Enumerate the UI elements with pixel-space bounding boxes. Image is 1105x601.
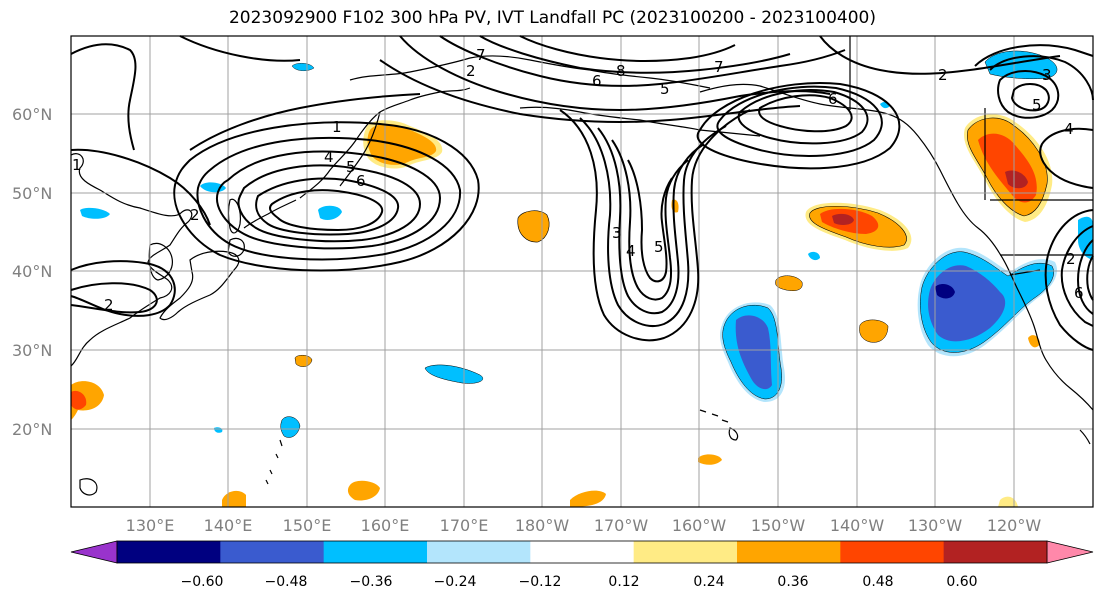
lon-label: 170°E bbox=[440, 516, 489, 535]
colorbar-label: −0.24 bbox=[434, 574, 477, 590]
lat-label: 20°N bbox=[12, 420, 52, 439]
colorbar-segment bbox=[117, 541, 221, 563]
colorbar-segment bbox=[427, 541, 531, 563]
lon-label: 150°E bbox=[283, 516, 332, 535]
lon-label: 180°W bbox=[515, 516, 570, 535]
contour-label: 6 bbox=[828, 90, 838, 108]
contour-label: 1 bbox=[72, 156, 82, 174]
lon-label: 160°W bbox=[672, 516, 727, 535]
contour-label: 5 bbox=[1032, 96, 1042, 114]
colorbar-segment bbox=[530, 541, 635, 563]
contour-label: 4 bbox=[1064, 120, 1074, 138]
colorbar-label: 0.36 bbox=[777, 574, 808, 590]
colorbar-extend-max bbox=[1046, 540, 1094, 564]
colorbar-label: −0.48 bbox=[265, 574, 308, 590]
colorbar-label: −0.12 bbox=[519, 574, 562, 590]
contour-label: 2 bbox=[466, 62, 476, 80]
contour-label: 7 bbox=[714, 58, 724, 76]
pv-contours bbox=[70, 35, 1094, 351]
colorbar-segment bbox=[943, 541, 1048, 563]
lon-label: 160°E bbox=[361, 516, 410, 535]
colorbar-frame bbox=[116, 540, 1048, 564]
lon-label: 140°E bbox=[204, 516, 253, 535]
contour-label: 5 bbox=[346, 158, 356, 176]
colorbar-label: 0.12 bbox=[608, 574, 639, 590]
shading-layer bbox=[71, 50, 1093, 507]
colorbar-segment bbox=[220, 541, 325, 563]
longitude-labels: 130°E 140°E 150°E 160°E 170°E 180°W 170°… bbox=[126, 516, 1042, 535]
lat-label: 50°N bbox=[12, 184, 52, 203]
lat-label: 30°N bbox=[12, 341, 52, 360]
lon-label: 170°W bbox=[594, 516, 649, 535]
contour-label: 3 bbox=[612, 224, 622, 242]
contour-label: 2 bbox=[190, 206, 200, 224]
contour-label: 3 bbox=[1042, 66, 1052, 84]
contour-label: 4 bbox=[324, 148, 334, 166]
colorbar-label: 0.24 bbox=[693, 574, 724, 590]
colorbar-label: 0.48 bbox=[862, 574, 893, 590]
colorbar-segment bbox=[633, 541, 738, 563]
lon-label: 130°E bbox=[126, 516, 175, 535]
contour-labels: 1 2 2 4 5 6 2 7 8 6 5 7 6 2 3 5 4 3 4 5 … bbox=[72, 46, 1084, 314]
contour-label: 7 bbox=[476, 46, 486, 64]
colorbar-label: −0.60 bbox=[181, 574, 224, 590]
map-frame bbox=[70, 35, 1094, 508]
contour-label: 2 bbox=[104, 296, 114, 314]
colorbar-label: −0.36 bbox=[350, 574, 393, 590]
colorbar-segment bbox=[840, 541, 945, 563]
contour-label: 6 bbox=[1074, 284, 1084, 302]
contour-label: 8 bbox=[616, 62, 626, 80]
lat-label: 40°N bbox=[12, 262, 52, 281]
colorbar-label: 0.60 bbox=[946, 574, 977, 590]
lon-label: 130°W bbox=[908, 516, 963, 535]
contour-label: 5 bbox=[654, 238, 664, 256]
contour-label: 1 bbox=[332, 118, 342, 136]
lon-label: 150°W bbox=[751, 516, 806, 535]
contour-label: 5 bbox=[660, 80, 670, 98]
colorbar: −0.60 −0.48 −0.36 −0.24 −0.12 0.12 0.24 … bbox=[70, 540, 1094, 590]
contour-label: 2 bbox=[938, 66, 948, 84]
anomaly-positive-midpac bbox=[517, 210, 550, 243]
map-title: 2023092900 F102 300 hPa PV, IVT Landfall… bbox=[228, 8, 876, 28]
contour-label: 4 bbox=[626, 242, 636, 260]
contour-label: 6 bbox=[356, 172, 366, 190]
latitude-labels: 60°N 50°N 40°N 30°N 20°N bbox=[12, 105, 52, 439]
anomaly-negative-ne bbox=[984, 50, 1058, 80]
lon-label: 120°W bbox=[987, 516, 1042, 535]
lat-label: 60°N bbox=[12, 105, 52, 124]
colorbar-extend-min bbox=[70, 540, 118, 564]
colorbar-segment bbox=[737, 541, 841, 563]
colorbar-segment bbox=[323, 541, 428, 563]
contour-label: 6 bbox=[592, 72, 602, 90]
contour-label: 2 bbox=[1066, 250, 1076, 268]
lon-label: 140°W bbox=[830, 516, 885, 535]
